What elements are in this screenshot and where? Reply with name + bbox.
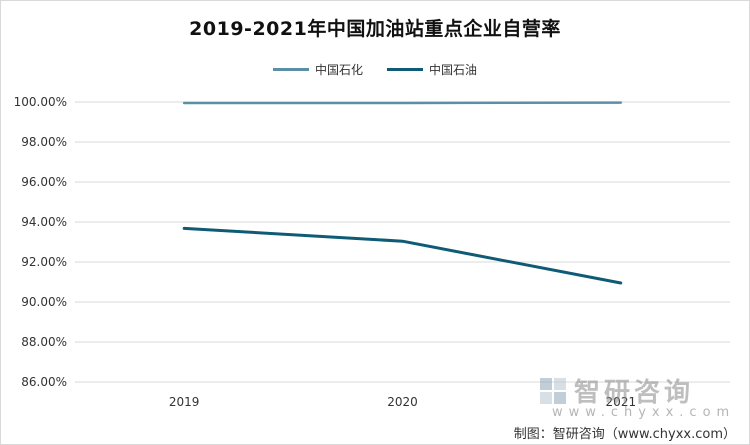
- chart-legend: 中国石化 中国石油: [0, 61, 750, 78]
- x-tick-label: 2021: [606, 395, 637, 409]
- y-tick-label: 98.00%: [21, 135, 67, 149]
- y-tick-label: 90.00%: [21, 295, 67, 309]
- chart-title: 2019-2021年中国加油站重点企业自营率: [189, 18, 561, 40]
- legend-label-sinopec: 中国石化: [314, 63, 363, 77]
- y-tick-label: 96.00%: [21, 175, 67, 189]
- y-tick-label: 92.00%: [21, 255, 67, 269]
- y-tick-label: 88.00%: [21, 335, 67, 349]
- legend-item-sinopec: 中国石化: [272, 61, 363, 78]
- x-tick-label: 2020: [387, 395, 418, 409]
- watermark-name: 智研咨询: [574, 378, 695, 408]
- watermark-logo-icon: [540, 377, 566, 404]
- legend-item-petrochina: 中国石油: [387, 61, 477, 78]
- legend-swatch-petrochina: [387, 68, 423, 71]
- source-note: 制图：智研咨询（www.chyxx.com）: [513, 427, 736, 442]
- y-tick-label: 94.00%: [21, 215, 67, 229]
- y-tick-label: 100.00%: [14, 95, 67, 109]
- watermark-url: www.chyxx.com: [552, 405, 736, 420]
- y-tick-label: 86.00%: [21, 375, 67, 389]
- legend-swatch-sinopec: [272, 68, 309, 71]
- watermark: 智研咨询: [538, 372, 694, 409]
- legend-label-petrochina: 中国石油: [429, 63, 478, 77]
- x-tick-label: 2019: [169, 395, 200, 409]
- series-line-petrochina: [182, 226, 623, 285]
